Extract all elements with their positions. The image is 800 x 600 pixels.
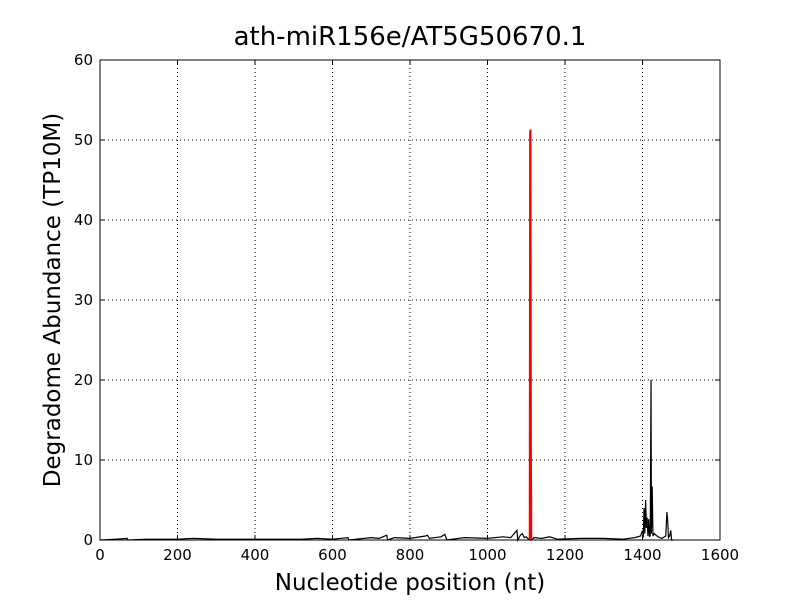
x-tick-label: 0 <box>95 546 105 564</box>
y-tick-label: 30 <box>74 291 93 309</box>
y-tick-label: 50 <box>74 131 93 149</box>
y-tick-label: 0 <box>83 531 93 549</box>
y-tick-label: 10 <box>74 451 93 469</box>
y-tick-label: 20 <box>74 371 93 389</box>
x-tick-label: 1200 <box>546 546 584 564</box>
y-axis-label: Degradome Abundance (TP10M) <box>40 113 66 487</box>
x-tick-label: 1600 <box>701 546 739 564</box>
plot-frame <box>99 59 721 541</box>
chart-title: ath-miR156e/AT5G50670.1 <box>234 22 587 52</box>
y-tick-label: 60 <box>74 51 93 69</box>
y-tick-label: 40 <box>74 211 93 229</box>
x-tick-label: 200 <box>163 546 192 564</box>
x-tick-label: 400 <box>241 546 270 564</box>
x-tick-label: 1000 <box>468 546 506 564</box>
x-tick-label: 600 <box>318 546 347 564</box>
x-axis-label: Nucleotide position (nt) <box>275 570 545 596</box>
data-line <box>528 129 533 541</box>
x-tick-label: 1400 <box>623 546 661 564</box>
x-tick-label: 800 <box>396 546 425 564</box>
